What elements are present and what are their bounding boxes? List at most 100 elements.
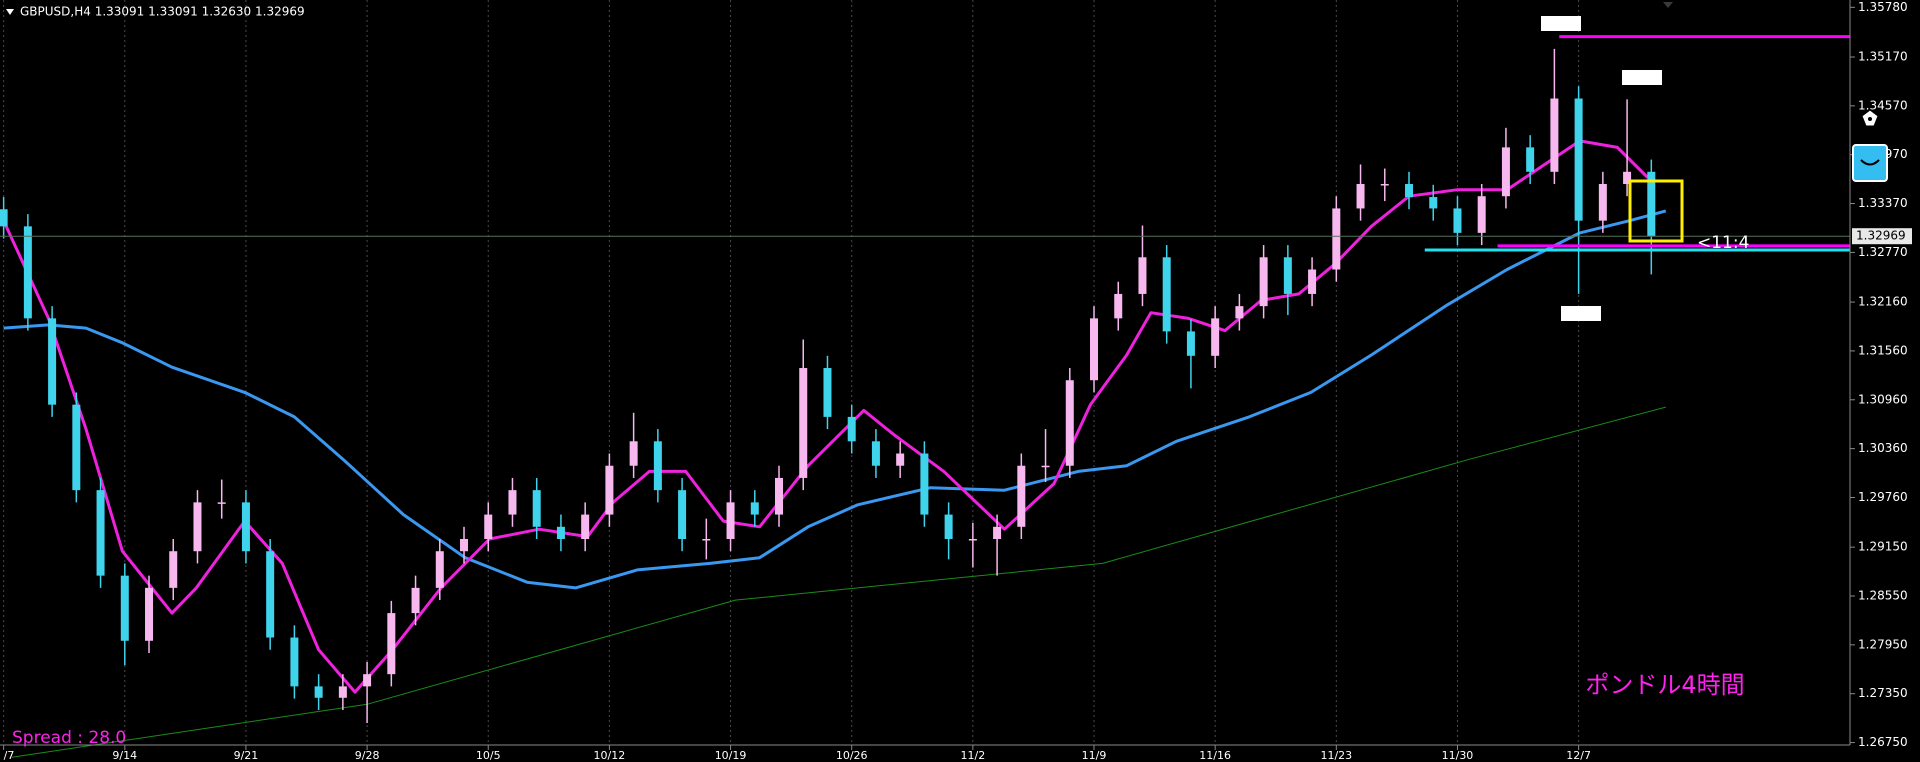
candle-body bbox=[1356, 184, 1365, 209]
candle-body bbox=[387, 613, 396, 675]
x-tick-label: 10/19 bbox=[715, 749, 747, 762]
candle-body bbox=[1550, 98, 1559, 172]
moving-average bbox=[3, 209, 1667, 590]
candle-body bbox=[1041, 465, 1050, 468]
x-tick-label: 10/26 bbox=[836, 749, 868, 762]
candle-body bbox=[1501, 147, 1510, 197]
candle-body bbox=[1574, 98, 1583, 221]
candle-body bbox=[241, 502, 250, 552]
moving-average bbox=[2, 139, 1649, 694]
candle-body bbox=[968, 539, 977, 541]
candle-body bbox=[1235, 306, 1244, 319]
y-tick-label: 1.27950 bbox=[1858, 637, 1908, 651]
x-tick-label: 12/7 bbox=[1566, 749, 1591, 762]
candle-body bbox=[1623, 171, 1632, 185]
candle-body bbox=[484, 514, 493, 540]
moving-average bbox=[12, 406, 1666, 758]
y-tick-label: 1.26750 bbox=[1858, 735, 1908, 749]
candle-body bbox=[1526, 147, 1535, 172]
candle-body bbox=[120, 575, 129, 641]
candle-body bbox=[678, 490, 687, 540]
grid bbox=[3, 0, 1580, 745]
y-tick-label: 1.33370 bbox=[1858, 196, 1908, 210]
menu-triangle[interactable] bbox=[6, 9, 14, 15]
price-tag-label: 1.32969 bbox=[1856, 229, 1906, 243]
candle-body bbox=[1186, 331, 1195, 356]
candle-body bbox=[435, 551, 444, 588]
highlight-box bbox=[1628, 179, 1684, 243]
candle-body bbox=[993, 526, 1002, 540]
y-tick-label: 1.29150 bbox=[1858, 540, 1908, 554]
candle-body bbox=[508, 490, 517, 515]
candle-body bbox=[775, 477, 784, 515]
y-tick-label: 1.29760 bbox=[1858, 490, 1908, 504]
y-tick-label: 1.30960 bbox=[1858, 392, 1908, 406]
candle-body bbox=[1453, 208, 1462, 233]
candle-body bbox=[532, 490, 541, 527]
candle-body bbox=[1477, 196, 1486, 233]
candle-body bbox=[1332, 208, 1341, 270]
candle-body bbox=[1211, 318, 1220, 356]
price-tag bbox=[1852, 228, 1912, 245]
candle-body bbox=[1598, 184, 1607, 221]
y-tick-label: 1.28550 bbox=[1858, 589, 1908, 603]
candle-body bbox=[48, 318, 57, 405]
tool-icon-glyph bbox=[1860, 159, 1880, 166]
marker bbox=[1663, 2, 1673, 8]
pen-icon[interactable] bbox=[1861, 109, 1879, 127]
candle-body bbox=[1405, 184, 1414, 198]
x-tick-label: 9/14 bbox=[112, 749, 137, 762]
y-tick-label: 1.27350 bbox=[1858, 686, 1908, 700]
x-tick-label: 9/21 bbox=[234, 749, 259, 762]
label-box bbox=[1622, 70, 1662, 85]
candle-body bbox=[217, 502, 226, 504]
candle-body bbox=[1259, 257, 1268, 307]
candle-body bbox=[72, 404, 81, 491]
candles bbox=[0, 48, 1656, 724]
tool-icon[interactable] bbox=[1852, 144, 1888, 182]
candle-body bbox=[338, 686, 347, 698]
candle-body bbox=[314, 686, 323, 698]
candle-body bbox=[726, 502, 735, 540]
candle-body bbox=[1017, 465, 1026, 527]
indicators bbox=[2, 139, 1667, 758]
candle-body bbox=[799, 368, 808, 478]
candle-body bbox=[411, 587, 420, 614]
y-tick-label: 1.34570 bbox=[1858, 98, 1908, 112]
x-tick-label: 11/16 bbox=[1199, 749, 1231, 762]
countdown: <11:4 bbox=[1697, 233, 1749, 253]
candle-body bbox=[96, 490, 105, 576]
chart-header: GBPUSD,H4 1.33091 1.33091 1.32630 1.3296… bbox=[20, 5, 305, 19]
y-tick-label: 1.31560 bbox=[1858, 343, 1908, 357]
candle-body bbox=[1065, 380, 1074, 466]
candle-body bbox=[169, 551, 178, 588]
candle-body bbox=[1162, 257, 1171, 332]
x-tick-label: 11/2 bbox=[961, 749, 986, 762]
candle-body bbox=[1283, 257, 1292, 294]
y-tick-label: 1.35170 bbox=[1858, 49, 1908, 63]
x-tick-label: 11/30 bbox=[1442, 749, 1474, 762]
x-tick-label: 11/23 bbox=[1320, 749, 1352, 762]
candle-body bbox=[1429, 197, 1438, 209]
candle-body bbox=[896, 453, 905, 466]
candle-body bbox=[556, 526, 565, 540]
candle-body bbox=[23, 226, 32, 319]
label-box bbox=[1541, 16, 1581, 31]
x-tick-label: 11/9 bbox=[1082, 749, 1107, 762]
candle-body bbox=[629, 441, 638, 466]
candle-body bbox=[193, 502, 202, 552]
candle-body bbox=[1647, 171, 1656, 237]
candle-body bbox=[1114, 293, 1123, 319]
x-tick-label: 10/5 bbox=[476, 749, 501, 762]
axes: /7 9/14 9/21 9/28 10/5 10/12 10/19 10/26 11/2 11/… bbox=[3, 0, 1912, 762]
candle-body bbox=[823, 368, 832, 417]
levels bbox=[0, 35, 1850, 252]
candle-body bbox=[1380, 184, 1389, 186]
candle-body bbox=[871, 441, 880, 466]
candle-body bbox=[0, 209, 8, 227]
candle-body bbox=[847, 416, 856, 442]
candle-body bbox=[1138, 257, 1147, 294]
